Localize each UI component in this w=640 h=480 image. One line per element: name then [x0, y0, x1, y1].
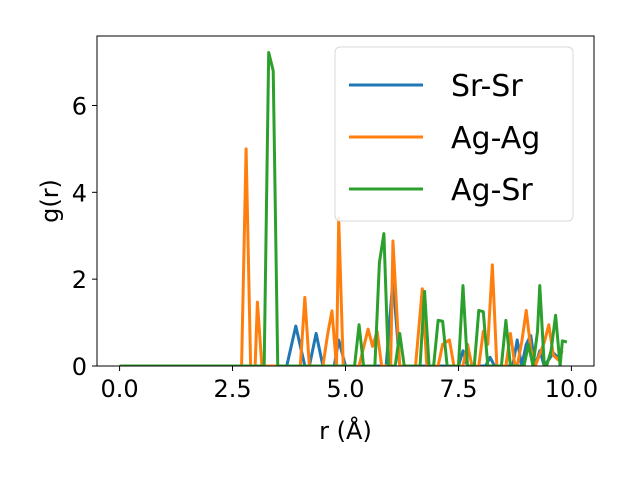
x-tick-label: 7.5 — [439, 375, 477, 403]
x-tick-label: 5.0 — [326, 375, 364, 403]
legend: Sr-Sr Ag-Ag Ag-Sr — [334, 46, 574, 222]
y-tick-label: 6 — [72, 92, 87, 120]
legend-label: Ag-Ag — [451, 121, 540, 156]
legend-box — [334, 46, 574, 222]
series-lines — [119, 51, 568, 366]
legend-label: Ag-Sr — [451, 173, 533, 208]
y-axis-label: g(r) — [36, 179, 64, 223]
y-tick-label: 4 — [72, 179, 87, 207]
y-tick-label: 2 — [72, 266, 87, 294]
axis-ticks: 0.0 2.5 5.0 7.5 10.0 0 2 4 6 — [72, 92, 598, 403]
x-tick-label: 2.5 — [213, 375, 251, 403]
series-line-ag-ag — [119, 147, 564, 366]
x-tick-label: 10.0 — [545, 375, 598, 403]
y-tick-label: 0 — [72, 353, 87, 381]
x-axis-label: r (Å) — [319, 416, 372, 445]
series-line-ag-sr — [119, 51, 568, 366]
x-tick-label: 0.0 — [101, 375, 139, 403]
legend-label: Sr-Sr — [451, 69, 523, 104]
